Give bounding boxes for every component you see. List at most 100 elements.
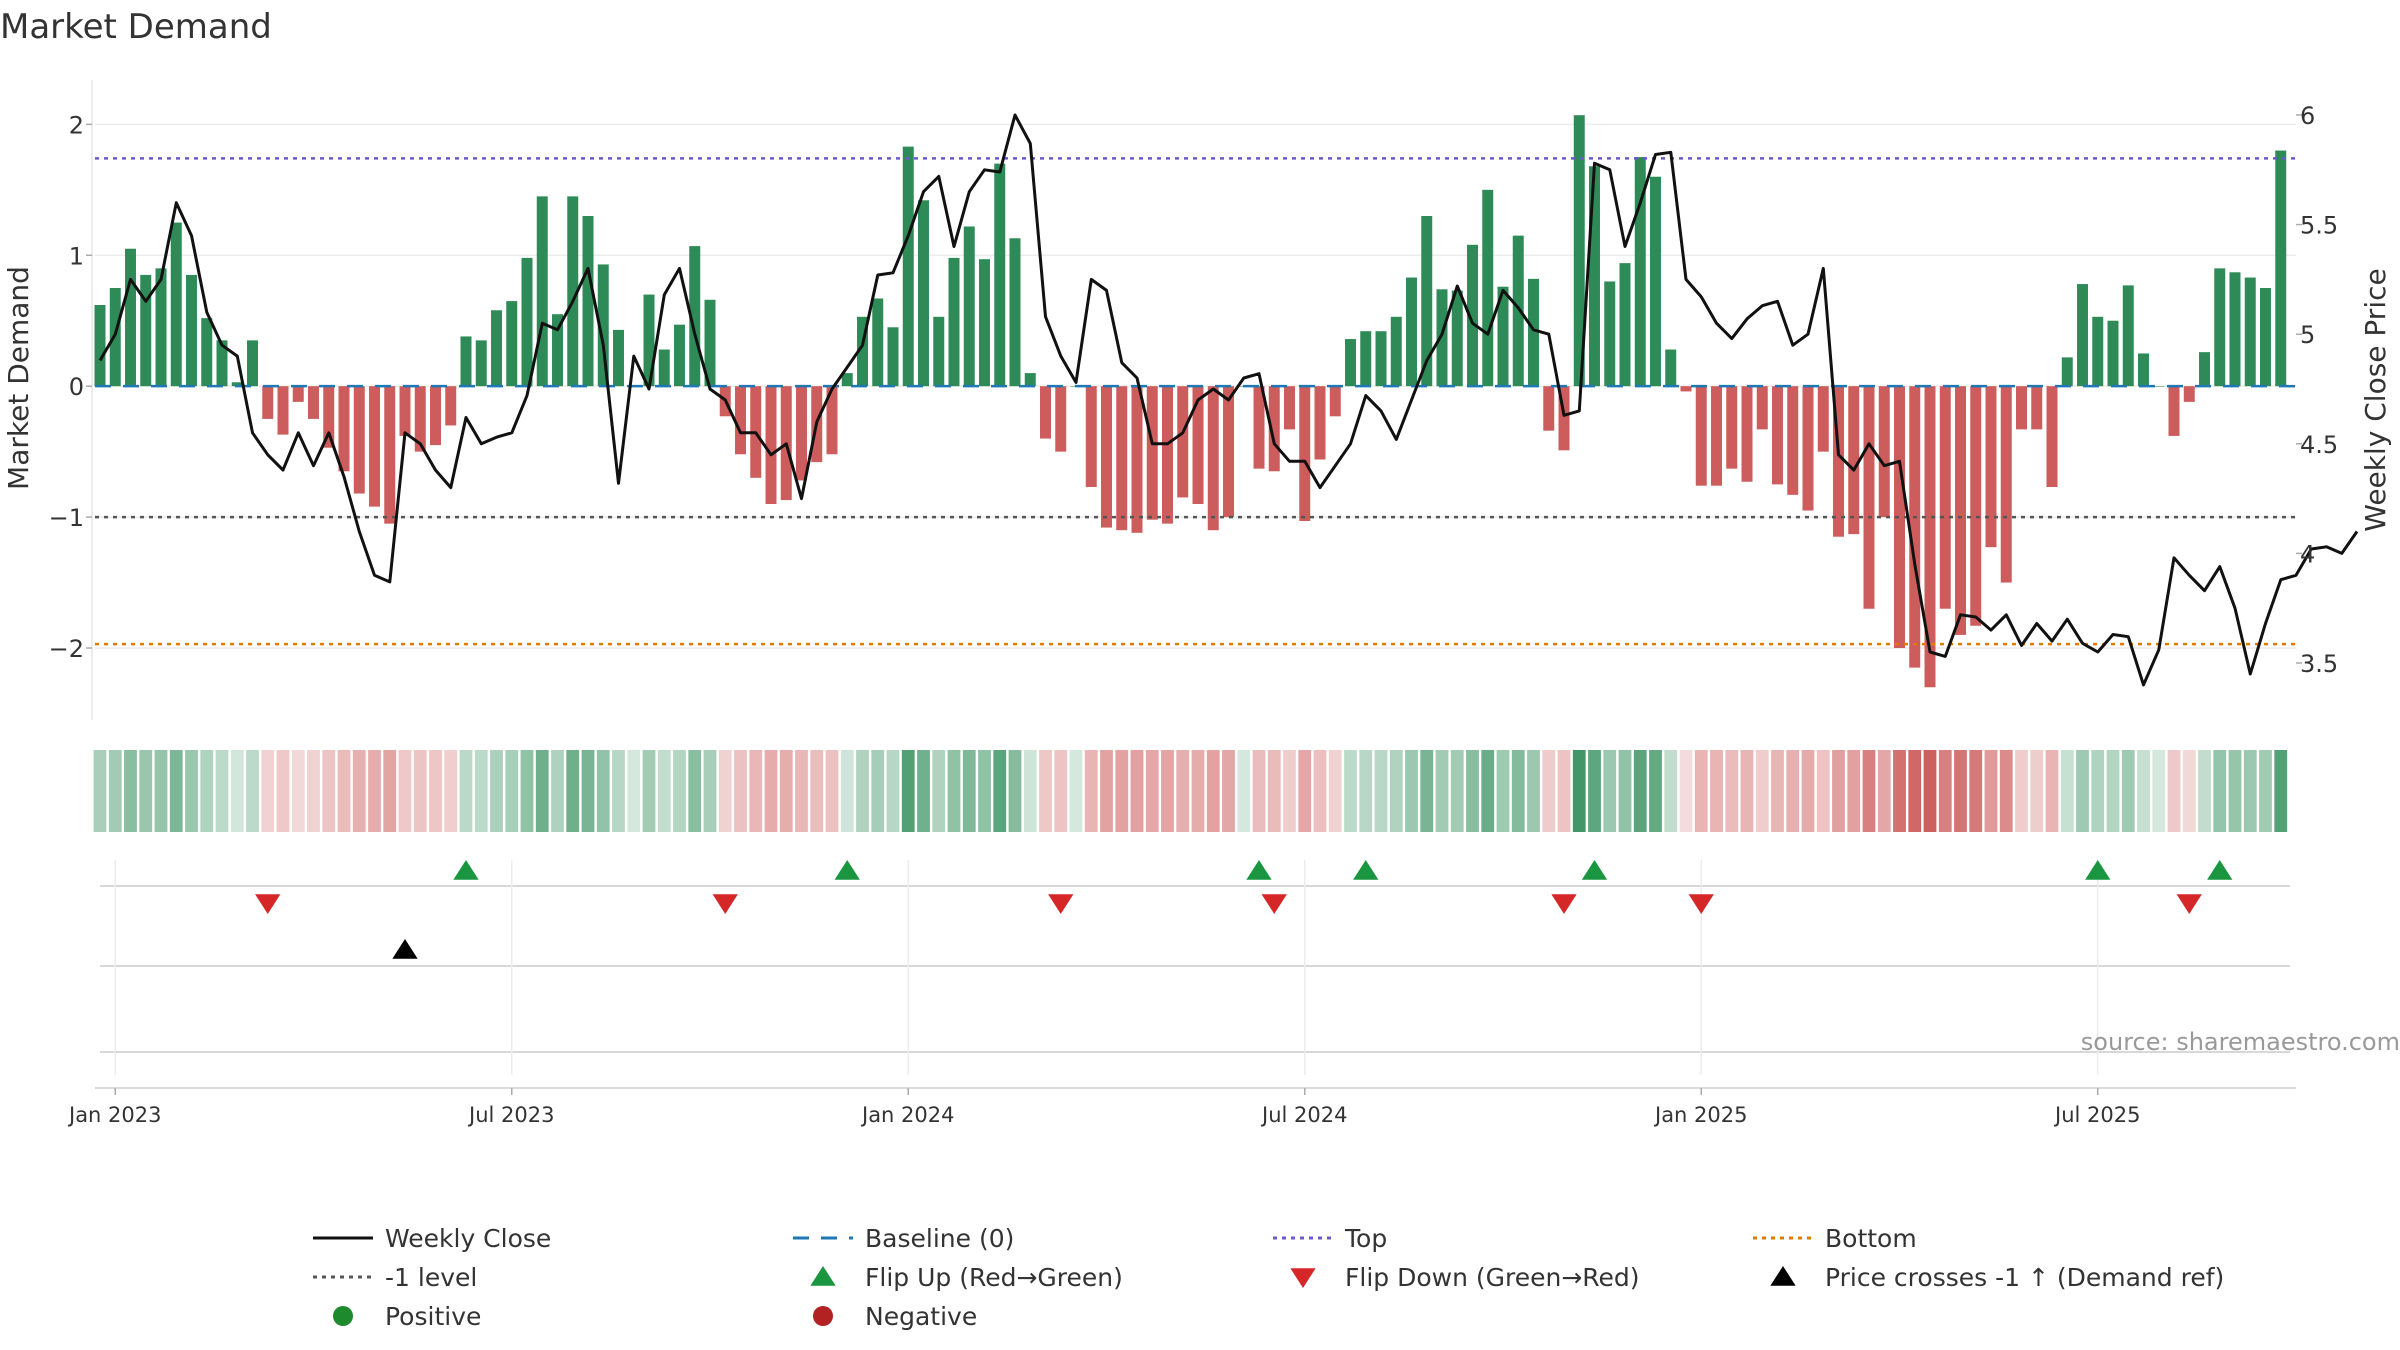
- demand-bar: [1268, 386, 1280, 472]
- demand-bar: [933, 316, 945, 387]
- price-cross-marker: [392, 939, 418, 959]
- demand-bar: [1345, 339, 1356, 387]
- price-line-layer: [98, 113, 2359, 687]
- demand-bar: [1833, 386, 1844, 537]
- demand-bar: [2199, 352, 2210, 387]
- heat-cell: [444, 750, 458, 832]
- demand-bar: [796, 386, 807, 481]
- demand-bar: [826, 386, 838, 455]
- legend: Weekly Close Baseline (0) Top Bottom -1 leve…: [313, 1224, 2224, 1331]
- heat-cell: [1023, 750, 1037, 832]
- demand-bar: [277, 386, 289, 435]
- y2-tick-label: 3.5: [2300, 650, 2338, 678]
- demand-bar: [1848, 386, 1860, 535]
- reference-lines: [95, 157, 2296, 646]
- demand-bar: [1360, 331, 1372, 387]
- demand-bar: [1634, 157, 1646, 387]
- heat-cell: [261, 750, 275, 832]
- demand-bar: [1680, 386, 1692, 392]
- demand-bar: [1802, 386, 1814, 511]
- heat-cell: [1145, 750, 1159, 832]
- heat-cell: [246, 750, 259, 832]
- heat-cell: [1877, 750, 1891, 832]
- demand-bar: [1284, 386, 1295, 430]
- demand-bar: [1512, 235, 1524, 387]
- heat-cell: [2167, 750, 2181, 832]
- demand-bar: [338, 386, 350, 472]
- y2-tick-label: 4.5: [2300, 431, 2338, 459]
- demand-bar: [1207, 386, 1219, 531]
- heat-cell: [490, 750, 503, 832]
- demand-bar: [1589, 166, 1600, 387]
- demand-bar: [460, 336, 472, 387]
- heat-cell: [368, 750, 381, 832]
- flip-up-marker: [453, 860, 479, 880]
- axes: −2 −1 0 1 2 Market Demand 3.5 4 4.5 5 5.5 6 Weekly C…: [2, 80, 2392, 720]
- demand-bar: [1406, 277, 1417, 387]
- heat-cell: [474, 750, 488, 832]
- demand-bar: [1055, 386, 1067, 452]
- heat-cell: [108, 750, 122, 832]
- demand-bar: [1467, 244, 1478, 387]
- demand-bar: [1192, 386, 1204, 504]
- demand-bar: [2214, 268, 2226, 387]
- flip-down-marker: [1551, 894, 1577, 914]
- demand-bar: [567, 196, 579, 387]
- demand-bar: [1329, 386, 1341, 417]
- legend-item: Positive: [333, 1302, 481, 1331]
- demand-bar: [552, 314, 563, 387]
- heat-cell: [1694, 750, 1708, 832]
- heat-cell: [1679, 750, 1693, 832]
- flip-down-marker: [712, 894, 738, 914]
- demand-bar: [430, 386, 441, 446]
- heat-cell: [1816, 750, 1830, 832]
- legend-swatch: [1290, 1268, 1316, 1288]
- demand-bar: [125, 248, 136, 387]
- demand-bar: [1741, 386, 1753, 482]
- heat-cell: [1222, 750, 1235, 832]
- legend-item: Flip Up (Red→Green): [810, 1263, 1123, 1292]
- price-line: [98, 113, 2359, 687]
- heat-cell: [1176, 750, 1190, 832]
- heat-cell: [1374, 750, 1388, 832]
- flip-down-marker: [255, 894, 281, 914]
- heat-cell: [1618, 750, 1632, 832]
- demand-bar: [1878, 386, 1890, 518]
- y2-tick-label: 6: [2300, 102, 2315, 130]
- legend-item: Top: [1273, 1224, 1387, 1253]
- demand-bar: [292, 386, 304, 402]
- demand-bar: [1726, 386, 1738, 469]
- heat-cell: [1328, 750, 1342, 832]
- heat-cell: [1008, 750, 1022, 832]
- heat-cell: [932, 750, 946, 832]
- demand-bar: [2138, 353, 2149, 387]
- demand-bar: [1772, 386, 1783, 485]
- heat-cell: [1633, 750, 1647, 832]
- heat-cell: [657, 750, 671, 832]
- heat-cell: [352, 750, 366, 832]
- heat-cell: [2060, 750, 2074, 832]
- legend-label: Positive: [385, 1302, 481, 1331]
- heat-cell: [1710, 750, 1723, 832]
- flip-down-marker: [1048, 894, 1074, 914]
- demand-bar: [216, 340, 228, 387]
- demand-bar: [521, 257, 533, 387]
- heat-cell: [718, 750, 732, 832]
- heat-cell: [1954, 750, 1967, 832]
- heat-cell: [2106, 750, 2120, 832]
- legend-label: Top: [1344, 1224, 1387, 1253]
- heat-cell: [1755, 750, 1769, 832]
- y2-tick-label: 4: [2300, 540, 2315, 568]
- y2-tick-label: 5: [2300, 321, 2315, 349]
- demand-bar: [247, 340, 258, 387]
- heat-cell: [2213, 750, 2227, 832]
- demand-bar: [2092, 316, 2104, 387]
- y-tick-label: 0: [69, 373, 84, 401]
- demand-bar: [1223, 386, 1234, 518]
- heat-cell: [1466, 750, 1479, 832]
- demand-bar: [857, 316, 868, 387]
- heat-cell: [993, 750, 1007, 832]
- flip-up-marker: [834, 860, 860, 880]
- demand-bar: [1390, 316, 1402, 387]
- demand-bar: [1924, 386, 1936, 688]
